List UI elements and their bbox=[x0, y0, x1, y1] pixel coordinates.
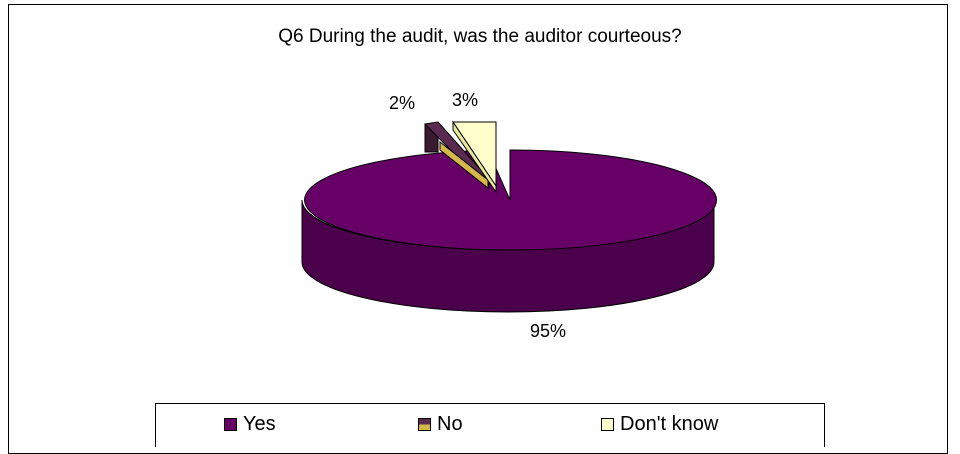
chart-title: Q6 During the audit, was the auditor cou… bbox=[278, 26, 682, 47]
legend-item-dont-know: Don't know bbox=[601, 413, 718, 436]
legend-label-dont-know: Don't know bbox=[620, 413, 719, 435]
legend: Yes No Don't know bbox=[155, 403, 825, 447]
legend-label-no: No bbox=[437, 413, 463, 435]
slice-dont-know-side bbox=[452, 120, 497, 194]
legend-item-yes: Yes bbox=[224, 413, 276, 436]
data-label-yes: 95% bbox=[530, 321, 567, 341]
data-label-no: 2% bbox=[389, 93, 416, 113]
legend-swatch-dont-know bbox=[601, 418, 614, 431]
slice-yes bbox=[304, 149, 718, 251]
legend-item-no: No bbox=[418, 413, 463, 436]
data-label-dont-know: 3% bbox=[452, 90, 479, 110]
legend-swatch-yes bbox=[224, 418, 237, 431]
legend-swatch-no bbox=[418, 418, 431, 431]
legend-label-yes: Yes bbox=[243, 413, 276, 435]
slice-no-wall bbox=[439, 140, 489, 190]
